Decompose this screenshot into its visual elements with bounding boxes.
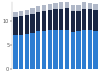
Bar (36, 12, 40, 31)
Bar (82, 2, 86, 9)
Bar (65, 2, 69, 8)
Bar (42, 5, 46, 11)
Bar (65, 30, 69, 69)
Bar (70, 32, 75, 69)
Bar (25, 15, 29, 34)
Bar (76, 31, 80, 69)
Bar (76, 11, 80, 31)
Bar (19, 35, 23, 69)
Bar (59, 2, 63, 9)
Bar (42, 31, 46, 69)
Bar (30, 14, 35, 33)
Bar (76, 5, 80, 11)
Bar (53, 30, 58, 69)
Bar (70, 5, 75, 11)
Bar (93, 10, 98, 31)
Bar (36, 6, 40, 12)
Bar (36, 31, 40, 69)
Bar (53, 9, 58, 30)
Bar (30, 8, 35, 14)
Bar (82, 30, 86, 69)
Bar (25, 10, 29, 15)
Bar (25, 34, 29, 69)
Bar (48, 30, 52, 69)
Bar (88, 30, 92, 69)
Bar (59, 30, 63, 69)
Bar (93, 4, 98, 10)
Bar (53, 3, 58, 9)
Bar (65, 8, 69, 30)
Bar (88, 3, 92, 9)
Bar (59, 9, 63, 30)
Bar (19, 16, 23, 35)
Bar (19, 11, 23, 16)
Bar (42, 11, 46, 31)
Bar (13, 17, 18, 35)
Bar (88, 9, 92, 30)
Bar (82, 9, 86, 30)
Bar (93, 31, 98, 69)
Bar (70, 11, 75, 32)
Bar (48, 4, 52, 10)
Bar (30, 33, 35, 69)
Bar (13, 12, 18, 17)
Bar (13, 35, 18, 69)
Bar (48, 10, 52, 30)
